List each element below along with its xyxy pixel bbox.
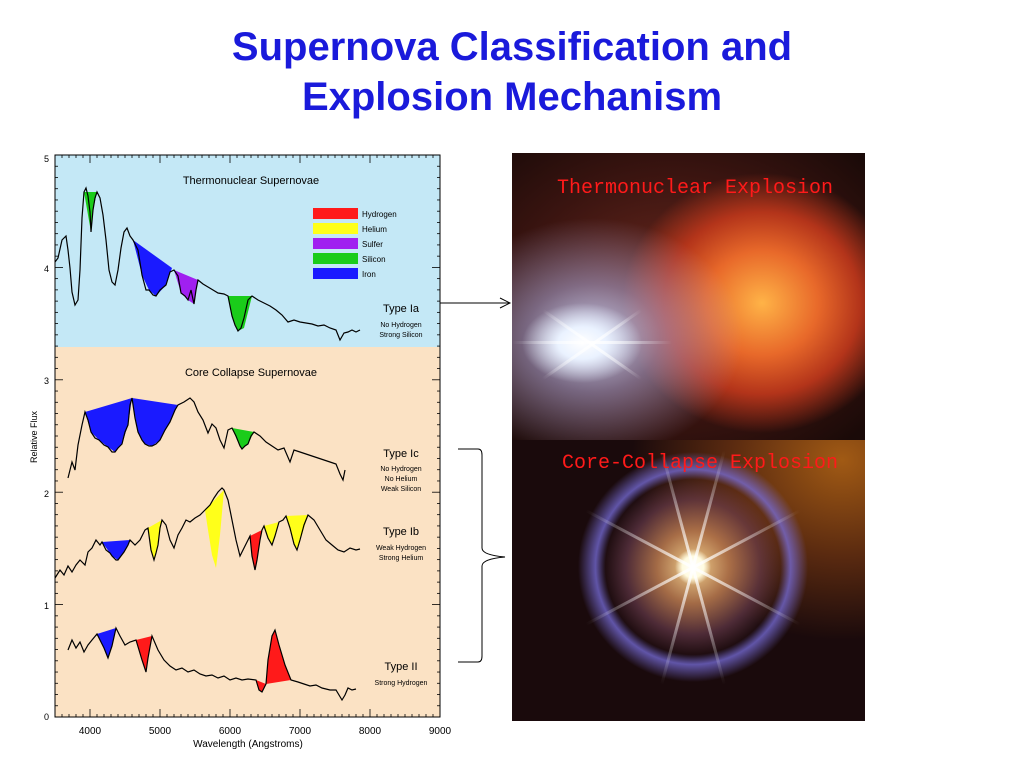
thermonuclear-explosion-image: Thermonuclear Explosion bbox=[512, 153, 865, 440]
brace-to-core-collapse bbox=[458, 448, 506, 663]
x-tick-label: 5000 bbox=[149, 726, 172, 737]
spectra-figure: 0 1 2 3 4 5 4000 5000 6000 7000 8000 900… bbox=[29, 154, 512, 750]
y-tick-label: 4 bbox=[44, 264, 49, 274]
legend-label-iron: Iron bbox=[362, 270, 376, 279]
spectrum-type-ii bbox=[67, 626, 357, 702]
slide-title-line-2: Explosion Mechanism bbox=[301, 75, 723, 119]
type-ia-note: No Hydrogen bbox=[380, 322, 421, 329]
legend-swatch-helium bbox=[313, 223, 358, 234]
legend-swatch-hydrogen bbox=[313, 208, 358, 219]
ic-silicon-feature bbox=[232, 428, 254, 449]
y-tick-label: 1 bbox=[44, 601, 49, 611]
legend-swatch-sulfer bbox=[313, 238, 358, 249]
y-axis-label: Relative Flux bbox=[29, 410, 39, 463]
legend-label-hydrogen: Hydrogen bbox=[362, 210, 397, 219]
x-axis-label: Wavelength (Angstroms) bbox=[193, 739, 303, 750]
type-ii-label: Type II bbox=[384, 661, 417, 673]
x-tick-label: 6000 bbox=[219, 726, 242, 737]
ii-hydrogen-feature bbox=[136, 636, 152, 672]
type-ic-note: No Hydrogen bbox=[380, 466, 421, 473]
slide-title: Supernova Classification and Explosion M… bbox=[0, 22, 1024, 122]
y-tick-label: 3 bbox=[44, 376, 49, 386]
ib-helium-feature-2 bbox=[205, 490, 224, 568]
type-ic-label: Type Ic bbox=[383, 448, 419, 460]
legend-swatch-silicon bbox=[313, 253, 358, 264]
ii-iron-feature bbox=[97, 628, 116, 658]
y-tick-label: 0 bbox=[44, 712, 49, 722]
arrow-to-thermonuclear bbox=[440, 297, 512, 309]
type-ic-note: Weak Silicon bbox=[381, 486, 421, 493]
ib-iron-feature bbox=[102, 540, 130, 560]
ic-iron-feature-2 bbox=[132, 398, 178, 446]
ii-hydrogen-emission bbox=[266, 630, 291, 684]
spectrum-type-ib bbox=[54, 487, 361, 579]
ic-iron-feature bbox=[85, 398, 132, 452]
y-tick-labels: 0 1 2 3 4 5 bbox=[44, 154, 49, 722]
type-ib-note: Strong Helium bbox=[379, 555, 424, 562]
legend-label-silicon: Silicon bbox=[362, 255, 386, 264]
type-ii-note: Strong Hydrogen bbox=[375, 680, 428, 687]
legend-label-sulfer: Sulfer bbox=[362, 240, 383, 249]
x-tick-label: 7000 bbox=[289, 726, 312, 737]
spectrum-type-ic bbox=[67, 397, 346, 482]
y-tick-label: 2 bbox=[44, 489, 49, 499]
x-tick-label: 4000 bbox=[79, 726, 102, 737]
ia-silicon-feature-2 bbox=[228, 296, 252, 331]
ii-spectrum-line bbox=[67, 626, 357, 702]
y-tick-label: 5 bbox=[44, 154, 49, 164]
core-collapse-explosion-image: Core-Collapse Explosion bbox=[512, 440, 865, 721]
spectrum-type-ia bbox=[54, 186, 361, 342]
ia-iron-feature bbox=[133, 240, 172, 296]
core-collapse-explosion-label: Core-Collapse Explosion bbox=[562, 452, 839, 475]
type-ic-note: No Helium bbox=[385, 476, 418, 483]
type-labels: Type Ia No Hydrogen Strong Silicon Type … bbox=[375, 303, 428, 687]
thermonuclear-panel bbox=[55, 155, 440, 347]
legend-swatch-iron bbox=[313, 268, 358, 279]
ib-spectrum-line bbox=[54, 487, 361, 579]
thermonuclear-panel-title: Thermonuclear Supernovae bbox=[183, 175, 319, 187]
ib-helium-feature-4 bbox=[286, 515, 308, 550]
type-ib-label: Type Ib bbox=[383, 526, 419, 538]
x-tick-label: 9000 bbox=[429, 726, 452, 737]
axis-ticks bbox=[54, 154, 441, 718]
legend-label-helium: Helium bbox=[362, 225, 387, 234]
ia-spectrum-line bbox=[54, 186, 361, 342]
core-collapse-panel-title: Core Collapse Supernovae bbox=[185, 367, 317, 379]
x-tick-labels: 4000 5000 6000 7000 8000 9000 bbox=[79, 726, 452, 737]
thermonuclear-explosion-label: Thermonuclear Explosion bbox=[557, 177, 834, 200]
type-ia-label: Type Ia bbox=[383, 303, 420, 315]
slide-title-line-1: Supernova Classification and bbox=[231, 25, 793, 69]
ic-spectrum-line bbox=[67, 397, 346, 482]
type-ib-note: Weak Hydrogen bbox=[376, 545, 426, 552]
type-ia-note: Strong Silicon bbox=[379, 332, 422, 339]
element-legend: Hydrogen Helium Sulfer Silicon Iron bbox=[313, 208, 397, 279]
ib-helium-feature-3 bbox=[264, 522, 279, 545]
x-tick-label: 8000 bbox=[359, 726, 382, 737]
